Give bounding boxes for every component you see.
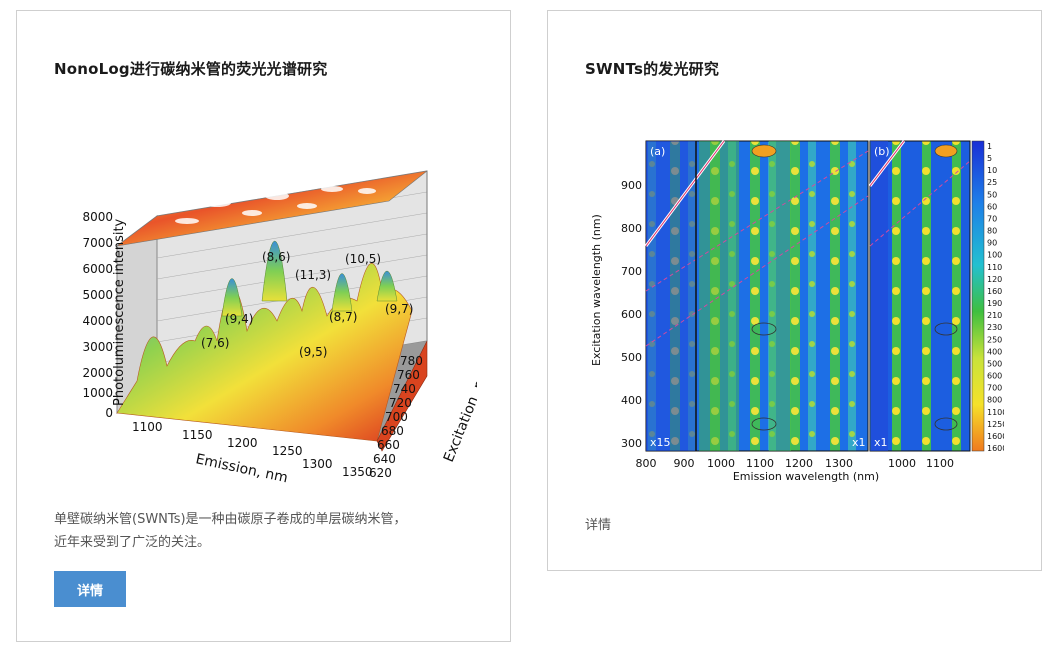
- y-tick: 1000: [82, 386, 113, 400]
- x-tick: 800: [636, 457, 657, 470]
- y-tick: 0: [105, 406, 113, 420]
- colorbar-tick: 700: [987, 384, 1002, 393]
- description-line: 单壁碳纳米管(SWNTs)是一种由碳原子卷成的单层碳纳米管，: [54, 512, 407, 527]
- y-axis-label: Excitation wavelength (nm): [590, 214, 603, 366]
- y-tick: 700: [621, 265, 642, 278]
- colorbar-tick: 400: [987, 347, 1002, 356]
- x-tick: 900: [674, 457, 695, 470]
- x-tick: 1300: [825, 457, 853, 470]
- colorbar-tick: 800: [987, 396, 1002, 405]
- peak-label: (9,4): [225, 312, 253, 326]
- panel-a-label: (a): [650, 145, 665, 158]
- colorbar-tick: 600: [987, 372, 1002, 381]
- x-tick: 1000: [888, 457, 916, 470]
- colorbar-tick: 1250: [987, 420, 1004, 429]
- card-description: 单壁碳纳米管(SWNTs)是一种由碳原子卷成的单层碳纳米管， 近年来受到了广泛的…: [54, 508, 474, 554]
- y-tick: 4000: [82, 314, 113, 328]
- colorbar-tick: 230: [987, 323, 1002, 332]
- y-axis-label: Photoluminescence intensity: [112, 218, 127, 406]
- z-tick: 660: [377, 438, 400, 452]
- colorbar-tick: 1600: [987, 432, 1004, 441]
- z-tick: 700: [385, 410, 408, 424]
- colorbar-tick: 250: [987, 335, 1002, 344]
- colorbar-tick: 50: [987, 190, 997, 199]
- y-tick: 8000: [82, 210, 113, 224]
- scale-label: x15: [650, 436, 671, 449]
- z-tick: 620: [369, 466, 392, 480]
- peak-label: (8,7): [329, 310, 357, 324]
- colorbar-tick: 5: [987, 154, 992, 163]
- colorbar-tick: 1: [987, 142, 992, 151]
- peak-label: (10,5): [345, 252, 381, 266]
- y-tick: 3000: [82, 340, 113, 354]
- z-tick: 780: [400, 354, 423, 368]
- x-axis-label: Emission wavelength (nm): [733, 470, 879, 483]
- details-link[interactable]: 详情: [585, 518, 612, 533]
- x-tick: 1300: [302, 457, 333, 471]
- y-tick: 500: [621, 351, 642, 364]
- x-tick: 1100: [926, 457, 954, 470]
- scale-label: x1: [852, 436, 866, 449]
- x-tick: 1100: [132, 420, 163, 434]
- y-tick: 400: [621, 394, 642, 407]
- details-button[interactable]: 详情: [54, 571, 126, 607]
- x-tick: 1000: [707, 457, 735, 470]
- peak-label: (7,6): [201, 336, 229, 350]
- colorbar-tick: 190: [987, 299, 1002, 308]
- colorbar-tick: 120: [987, 275, 1002, 284]
- article-card-pl-spectroscopy: NonoLog进行碳纳米管的荧光光谱研究: [16, 10, 511, 642]
- colorbar-tick: 60: [987, 202, 997, 211]
- z-tick: 640: [373, 452, 396, 466]
- colorbar-tick: 10: [987, 166, 997, 175]
- pl-3d-surface-svg: 8000 7000 6000 5000 4000 3000 2000 1000 …: [82, 170, 493, 486]
- x-tick: 1100: [746, 457, 774, 470]
- x-tick: 1150: [182, 428, 213, 442]
- y-tick: 900: [621, 179, 642, 192]
- colorbar-tick: 210: [987, 311, 1002, 320]
- card-title: NonoLog进行碳纳米管的荧光光谱研究: [54, 60, 328, 78]
- colorbar-tick: 1100: [987, 408, 1004, 417]
- x-tick: 1200: [785, 457, 813, 470]
- scale-label: x1: [874, 436, 888, 449]
- colorbar-tick: 70: [987, 214, 997, 223]
- peak-label: (11,3): [295, 268, 331, 282]
- colorbar-tick: 90: [987, 239, 997, 248]
- peak-label: (9,5): [299, 345, 327, 359]
- x-tick: 1250: [272, 444, 303, 458]
- pl-3d-surface-figure: 8000 7000 6000 5000 4000 3000 2000 1000 …: [77, 141, 493, 491]
- colorbar-tick: 25: [987, 178, 997, 187]
- y-tick: 6000: [82, 262, 113, 276]
- y-tick: 600: [621, 308, 642, 321]
- peak-label: (8,6): [262, 250, 290, 264]
- article-card-swnt-luminescence: SWNTs的发光研究: [547, 10, 1042, 571]
- z-axis-label: Excitation, nm: [441, 365, 477, 464]
- pl-map-figure: (a) x15 x1 (b) x1 1 5 10 25 50 60 70 80 90 100 110…: [584, 126, 1007, 486]
- y-tick: 5000: [82, 288, 113, 302]
- card-title: SWNTs的发光研究: [585, 60, 720, 78]
- y-tick: 7000: [82, 236, 113, 250]
- colorbar-tick: 80: [987, 227, 997, 236]
- y-tick: 300: [621, 437, 642, 450]
- panel-b-label: (b): [874, 145, 890, 158]
- colorbar-tick: 500: [987, 359, 1002, 368]
- description-line: 近年来受到了广泛的关注。: [54, 535, 211, 550]
- pl-map-svg: (a) x15 x1 (b) x1 1 5 10 25 50 60 70 80 90 100 110…: [590, 140, 1007, 483]
- y-tick: 800: [621, 222, 642, 235]
- colorbar-tick: 160: [987, 287, 1002, 296]
- y-tick: 2000: [82, 366, 113, 380]
- colorbar-tick: 1600: [987, 444, 1004, 453]
- z-tick: 740: [393, 382, 416, 396]
- z-tick: 760: [397, 368, 420, 382]
- x-tick: 1200: [227, 436, 258, 450]
- x-tick: 1350: [342, 465, 373, 479]
- colorbar-tick: 100: [987, 251, 1002, 260]
- z-tick: 680: [381, 424, 404, 438]
- colorbar-tick: 110: [987, 263, 1002, 272]
- z-tick: 720: [389, 396, 412, 410]
- peak-label: (9,7): [385, 302, 413, 316]
